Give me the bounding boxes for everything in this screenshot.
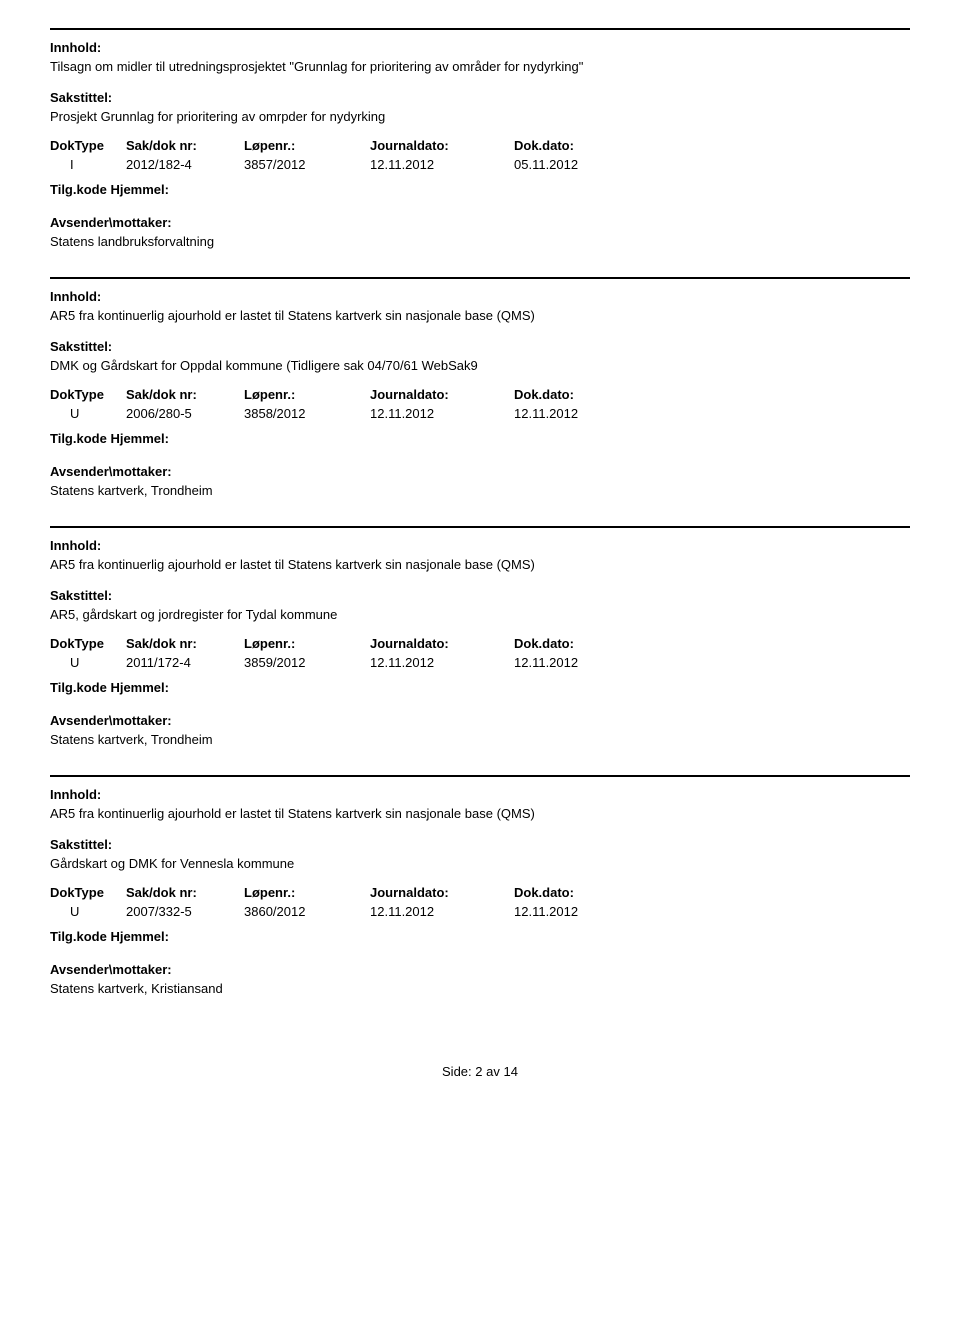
doktype-value: U — [50, 904, 126, 919]
sakstittel-label: Sakstittel: — [50, 588, 910, 603]
saknr-value: 2012/182-4 — [126, 157, 244, 172]
innhold-label: Innhold: — [50, 538, 910, 553]
dokdato-header: Dok.dato: — [514, 138, 644, 153]
journal-record: Innhold: AR5 fra kontinuerlig ajourhold … — [50, 277, 910, 526]
doktype-value: U — [50, 655, 126, 670]
innhold-value: Tilsagn om midler til utredningsprosjekt… — [50, 59, 910, 74]
dokdato-header: Dok.dato: — [514, 885, 644, 900]
lopenr-value: 3858/2012 — [244, 406, 370, 421]
doktype-header: DokType — [50, 885, 126, 900]
journaldato-value: 12.11.2012 — [370, 655, 514, 670]
dokdato-header: Dok.dato: — [514, 636, 644, 651]
journaldato-value: 12.11.2012 — [370, 406, 514, 421]
innhold-label: Innhold: — [50, 289, 910, 304]
dokdato-value: 12.11.2012 — [514, 904, 644, 919]
lopenr-header: Løpenr.: — [244, 387, 370, 402]
tilgkode-hjemmel-label: Tilg.kode Hjemmel: — [50, 182, 910, 197]
footer-page: 2 — [475, 1064, 482, 1079]
saknr-value: 2006/280-5 — [126, 406, 244, 421]
tilgkode-label: Tilg.kode — [50, 680, 107, 695]
journal-record: Innhold: AR5 fra kontinuerlig ajourhold … — [50, 526, 910, 775]
journaldato-header: Journaldato: — [370, 387, 514, 402]
sakstittel-value: DMK og Gårdskart for Oppdal kommune (Tid… — [50, 358, 910, 373]
doktype-header: DokType — [50, 138, 126, 153]
tilgkode-hjemmel-label: Tilg.kode Hjemmel: — [50, 431, 910, 446]
dokdato-header: Dok.dato: — [514, 387, 644, 402]
doktype-value: U — [50, 406, 126, 421]
hjemmel-label: Hjemmel: — [110, 680, 169, 695]
doktype-value: I — [50, 157, 126, 172]
tilgkode-label: Tilg.kode — [50, 929, 107, 944]
tilgkode-label: Tilg.kode — [50, 182, 107, 197]
footer-prefix: Side: — [442, 1064, 472, 1079]
sakstittel-value: Gårdskart og DMK for Vennesla kommune — [50, 856, 910, 871]
lopenr-header: Løpenr.: — [244, 636, 370, 651]
doktype-header: DokType — [50, 636, 126, 651]
avsender-label: Avsender\mottaker: — [50, 464, 910, 479]
tilgkode-hjemmel-label: Tilg.kode Hjemmel: — [50, 680, 910, 695]
hjemmel-label: Hjemmel: — [110, 929, 169, 944]
journaldato-header: Journaldato: — [370, 636, 514, 651]
avsender-label: Avsender\mottaker: — [50, 962, 910, 977]
innhold-value: AR5 fra kontinuerlig ajourhold er lastet… — [50, 806, 910, 821]
sakstittel-label: Sakstittel: — [50, 90, 910, 105]
avsender-label: Avsender\mottaker: — [50, 215, 910, 230]
dokdato-value: 12.11.2012 — [514, 406, 644, 421]
journaldato-header: Journaldato: — [370, 138, 514, 153]
journaldato-header: Journaldato: — [370, 885, 514, 900]
hjemmel-label: Hjemmel: — [110, 431, 169, 446]
footer-total: 14 — [504, 1064, 518, 1079]
avsender-value: Statens landbruksforvaltning — [50, 234, 910, 249]
lopenr-value: 3857/2012 — [244, 157, 370, 172]
tilgkode-label: Tilg.kode — [50, 431, 107, 446]
saknr-header: Sak/dok nr: — [126, 387, 244, 402]
lopenr-value: 3859/2012 — [244, 655, 370, 670]
hjemmel-label: Hjemmel: — [110, 182, 169, 197]
saknr-header: Sak/dok nr: — [126, 636, 244, 651]
dokdato-value: 05.11.2012 — [514, 157, 644, 172]
avsender-value: Statens kartverk, Kristiansand — [50, 981, 910, 996]
saknr-value: 2007/332-5 — [126, 904, 244, 919]
column-value-row: U 2011/172-4 3859/2012 12.11.2012 12.11.… — [50, 655, 910, 670]
journaldato-value: 12.11.2012 — [370, 157, 514, 172]
journal-record: Innhold: AR5 fra kontinuerlig ajourhold … — [50, 775, 910, 1024]
avsender-label: Avsender\mottaker: — [50, 713, 910, 728]
lopenr-value: 3860/2012 — [244, 904, 370, 919]
column-value-row: U 2006/280-5 3858/2012 12.11.2012 12.11.… — [50, 406, 910, 421]
footer-sep: av — [486, 1064, 500, 1079]
sakstittel-label: Sakstittel: — [50, 339, 910, 354]
column-header-row: DokType Sak/dok nr: Løpenr.: Journaldato… — [50, 138, 910, 153]
column-value-row: I 2012/182-4 3857/2012 12.11.2012 05.11.… — [50, 157, 910, 172]
lopenr-header: Løpenr.: — [244, 885, 370, 900]
column-header-row: DokType Sak/dok nr: Løpenr.: Journaldato… — [50, 636, 910, 651]
avsender-value: Statens kartverk, Trondheim — [50, 483, 910, 498]
doktype-header: DokType — [50, 387, 126, 402]
innhold-label: Innhold: — [50, 40, 910, 55]
sakstittel-value: Prosjekt Grunnlag for prioritering av om… — [50, 109, 910, 124]
journaldato-value: 12.11.2012 — [370, 904, 514, 919]
innhold-value: AR5 fra kontinuerlig ajourhold er lastet… — [50, 308, 910, 323]
saknr-value: 2011/172-4 — [126, 655, 244, 670]
page-footer: Side: 2 av 14 — [50, 1064, 910, 1079]
column-header-row: DokType Sak/dok nr: Løpenr.: Journaldato… — [50, 885, 910, 900]
tilgkode-hjemmel-label: Tilg.kode Hjemmel: — [50, 929, 910, 944]
innhold-label: Innhold: — [50, 787, 910, 802]
sakstittel-value: AR5, gårdskart og jordregister for Tydal… — [50, 607, 910, 622]
sakstittel-label: Sakstittel: — [50, 837, 910, 852]
dokdato-value: 12.11.2012 — [514, 655, 644, 670]
column-value-row: U 2007/332-5 3860/2012 12.11.2012 12.11.… — [50, 904, 910, 919]
saknr-header: Sak/dok nr: — [126, 885, 244, 900]
innhold-value: AR5 fra kontinuerlig ajourhold er lastet… — [50, 557, 910, 572]
column-header-row: DokType Sak/dok nr: Løpenr.: Journaldato… — [50, 387, 910, 402]
avsender-value: Statens kartverk, Trondheim — [50, 732, 910, 747]
saknr-header: Sak/dok nr: — [126, 138, 244, 153]
lopenr-header: Løpenr.: — [244, 138, 370, 153]
records-container: Innhold: Tilsagn om midler til utredning… — [50, 28, 910, 1024]
journal-record: Innhold: Tilsagn om midler til utredning… — [50, 28, 910, 277]
